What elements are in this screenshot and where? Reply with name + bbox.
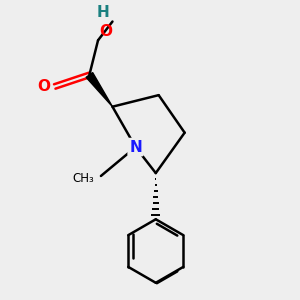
Text: O: O: [100, 24, 112, 39]
Polygon shape: [86, 73, 112, 107]
Text: O: O: [38, 79, 50, 94]
Text: CH₃: CH₃: [72, 172, 94, 185]
Text: N: N: [129, 140, 142, 154]
Text: H: H: [97, 5, 110, 20]
